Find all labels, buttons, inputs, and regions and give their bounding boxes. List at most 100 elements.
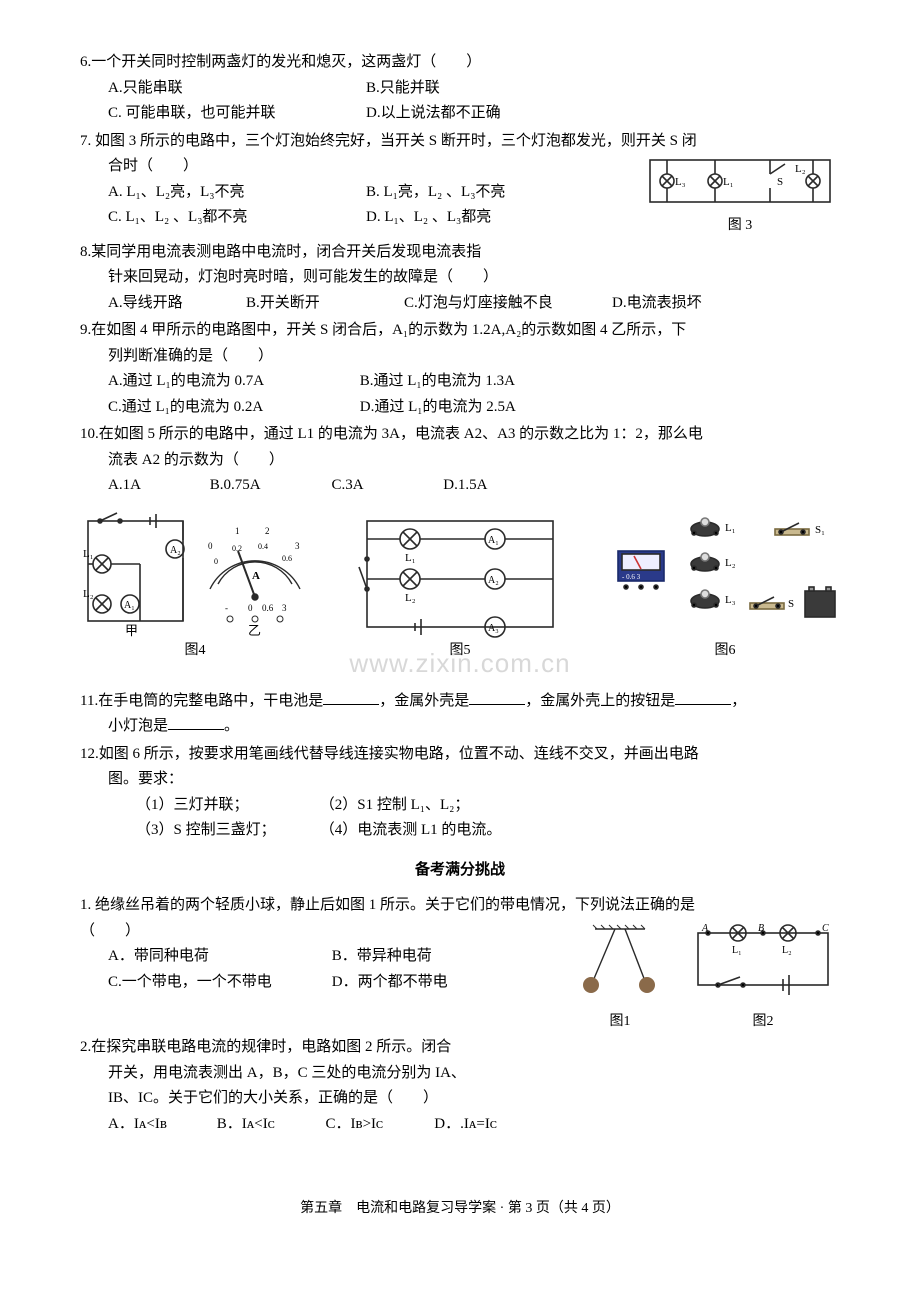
s2q1-stem1: 1. 绝缘丝吊着的两个轻质小球，静止后如图 1 所示。关于它们的带电情况，下列说… xyxy=(80,893,840,919)
figure-row: A₂ L₁ L₂ A₁ 甲 xyxy=(80,509,840,663)
s2q2-opt-d: D．.Iᴀ=Iᴄ xyxy=(434,1116,497,1132)
svg-text:A₂: A₂ xyxy=(170,545,181,556)
q12-stem2: 图。要求： xyxy=(80,767,840,793)
svg-text:L₂: L₂ xyxy=(782,945,792,956)
svg-text:S: S xyxy=(788,598,794,610)
s2q2-opt-c: C．Iʙ>Iᴄ xyxy=(326,1112,431,1138)
q9-opt-a: A.通过 L₁的电流为 0.7A xyxy=(108,369,328,395)
q7-opt-c: C. L₁、L₂ 、L₃都不亮 xyxy=(108,205,338,231)
svg-text:L₁: L₁ xyxy=(83,548,94,560)
q9-opt-c: C.通过 L₁的电流为 0.2A xyxy=(108,395,328,421)
q12-stem1: 12.如图 6 所示，按要求用笔画线代替导线连接实物电路，位置不动、连线不交叉，… xyxy=(80,742,840,768)
q12-r3: （3）S 控制三盏灯； xyxy=(136,818,316,844)
s2q1-opt-c: C.一个带电，一个不带电 xyxy=(108,970,328,996)
q8-opt-a: A.导线开路 xyxy=(108,291,218,317)
blank[interactable] xyxy=(675,689,731,705)
q10-stem2: 流表 A2 的示数为（ ） xyxy=(80,448,840,474)
svg-text:3: 3 xyxy=(282,603,287,613)
q6-opt-c: C. 可能串联，也可能并联 xyxy=(108,101,338,127)
s2-figure-2: A B C L₁ L₂ 图2 xyxy=(688,923,838,1034)
question-7: 7. 如图 3 所示的电路中，三个灯泡始终完好，当开关 S 断开时，三个灯泡都发… xyxy=(80,129,840,238)
question-8: 8.某同学用电流表测电路中电流时，闭合开关后发现电流表指 针来回晃动，灯泡时亮时… xyxy=(80,240,840,317)
svg-text:0.6: 0.6 xyxy=(282,554,292,563)
question-10: 10.在如图 5 所示的电路中，通过 L1 的电流为 3A，电流表 A2、A3 … xyxy=(80,422,840,499)
svg-text:1: 1 xyxy=(235,526,240,536)
svg-text:L₁: L₁ xyxy=(723,176,734,188)
q10-opt-b: B.0.75A xyxy=(210,473,300,499)
q6-stem: 6.一个开关同时控制两盏灯的发光和熄灭，这两盏灯（ ） xyxy=(80,50,840,76)
q10-opt-c: C.3A xyxy=(332,473,412,499)
s2-figure-1: 图1 xyxy=(560,923,680,1034)
q7-opt-b: B. L₁亮，L₂ 、L₃不亮 xyxy=(366,180,505,206)
q8-opt-c: C.灯泡与灯座接触不良 xyxy=(404,291,584,317)
q6-opt-d: D.以上说法都不正确 xyxy=(366,101,501,127)
svg-text:S: S xyxy=(777,176,783,188)
svg-text:3: 3 xyxy=(295,541,300,551)
q12-r4: （4）电流表测 L1 的电流。 xyxy=(320,822,502,838)
fig3-label: 图 3 xyxy=(640,214,840,238)
question-9: 9.在如图 4 甲所示的电路图中，开关 S 闭合后，A₁的示数为 1.2A,A₂… xyxy=(80,318,840,420)
svg-text:- 0.6 3: - 0.6 3 xyxy=(622,573,641,581)
fig4-label: 图4 xyxy=(80,639,310,663)
svg-text:A₃: A₃ xyxy=(488,623,499,634)
figure-5: L₁ A₁ L₂ A₂ A₃ 图5 xyxy=(355,509,565,663)
svg-text:S₁: S₁ xyxy=(815,524,825,536)
q9-stem1: 9.在如图 4 甲所示的电路图中，开关 S 闭合后，A₁的示数为 1.2A,A₂… xyxy=(80,318,840,344)
question-11: 11.在手电筒的完整电路中，干电池是，金属外壳是，金属外壳上的按钮是， 小灯泡是… xyxy=(80,689,840,740)
q8-stem1: 8.某同学用电流表测电路中电流时，闭合开关后发现电流表指 xyxy=(80,240,840,266)
svg-text:L₃: L₃ xyxy=(725,594,736,606)
figure-3: L₃ L₁ S L₂ 图 3 xyxy=(640,154,840,238)
q6-opt-b: B.只能并联 xyxy=(366,76,440,102)
page-footer: 第五章 电流和电路复习导学案 · 第 3 页（共 4 页） xyxy=(80,1197,840,1221)
svg-text:0.6: 0.6 xyxy=(262,603,274,613)
q8-opt-d: D.电流表损坏 xyxy=(612,291,702,317)
question-6: 6.一个开关同时控制两盏灯的发光和熄灭，这两盏灯（ ） A.只能串联 B.只能并… xyxy=(80,50,840,127)
svg-text:B: B xyxy=(758,923,764,934)
q12-r1: （1）三灯并联； xyxy=(136,793,316,819)
q7-stem1: 7. 如图 3 所示的电路中，三个灯泡始终完好，当开关 S 断开时，三个灯泡都发… xyxy=(80,129,840,155)
section-title: 备考满分挑战 xyxy=(80,858,840,884)
q9-stem2: 列判断准确的是（ ） xyxy=(80,344,840,370)
svg-text:0: 0 xyxy=(248,603,253,613)
svg-text:-: - xyxy=(225,603,228,613)
s2q2-stem1: 2.在探究串联电路电流的规律时，电路如图 2 所示。闭合 xyxy=(80,1035,840,1061)
blank[interactable] xyxy=(168,714,224,730)
svg-text:L₁: L₁ xyxy=(732,945,742,956)
svg-text:L₂: L₂ xyxy=(405,592,416,604)
svg-text:甲: 甲 xyxy=(125,623,138,638)
svg-text:A: A xyxy=(701,923,709,934)
fig6-label: 图6 xyxy=(610,639,840,663)
q10-opt-a: A.1A xyxy=(108,473,178,499)
q6-opt-a: A.只能串联 xyxy=(108,76,338,102)
svg-text:2: 2 xyxy=(265,526,270,536)
fig5-label: 图5 xyxy=(355,639,565,663)
svg-text:L₁: L₁ xyxy=(405,552,416,564)
svg-text:L₃: L₃ xyxy=(675,176,686,188)
svg-text:0: 0 xyxy=(214,557,218,566)
s2q2-stem2: 开关，用电流表测出 A，B，C 三处的电流分别为 IA、 xyxy=(80,1061,840,1087)
s2-question-1: 1. 绝缘丝吊着的两个轻质小球，静止后如图 1 所示。关于它们的带电情况，下列说… xyxy=(80,893,840,1033)
blank[interactable] xyxy=(469,689,525,705)
q8-stem2: 针来回晃动，灯泡时亮时暗，则可能发生的故障是（ ） xyxy=(80,265,840,291)
s2-question-2: 2.在探究串联电路电流的规律时，电路如图 2 所示。闭合 开关，用电流表测出 A… xyxy=(80,1035,840,1137)
question-12: 12.如图 6 所示，按要求用笔画线代替导线连接实物电路，位置不动、连线不交叉，… xyxy=(80,742,840,844)
svg-text:A: A xyxy=(252,570,260,582)
svg-text:A₂: A₂ xyxy=(488,575,499,586)
svg-text:A₁: A₁ xyxy=(124,600,135,611)
q7-opt-a: A. L₁、L₂亮，L₃不亮 xyxy=(108,180,338,206)
s2q1-opt-b: B．带异种电荷 xyxy=(332,948,432,964)
s2q1-opt-a: A．带同种电荷 xyxy=(108,944,328,970)
q10-stem1: 10.在如图 5 所示的电路中，通过 L1 的电流为 3A，电流表 A2、A3 … xyxy=(80,422,840,448)
s2q2-opt-a: A．Iᴀ<Iʙ xyxy=(108,1112,213,1138)
svg-text:0: 0 xyxy=(208,541,213,551)
blank[interactable] xyxy=(323,689,379,705)
svg-text:C: C xyxy=(822,923,829,934)
svg-text:L₂: L₂ xyxy=(725,557,736,569)
svg-text:乙: 乙 xyxy=(248,623,261,638)
svg-text:L₁: L₁ xyxy=(725,522,736,534)
s2fig1-label: 图1 xyxy=(560,1010,680,1034)
s2q2-opt-b: B．Iᴀ<Iᴄ xyxy=(217,1112,322,1138)
figure-6: L₁ S₁ L₂ - 0.6 3 xyxy=(610,509,840,663)
q8-opt-b: B.开关断开 xyxy=(246,291,376,317)
svg-text:L₂: L₂ xyxy=(795,163,806,175)
